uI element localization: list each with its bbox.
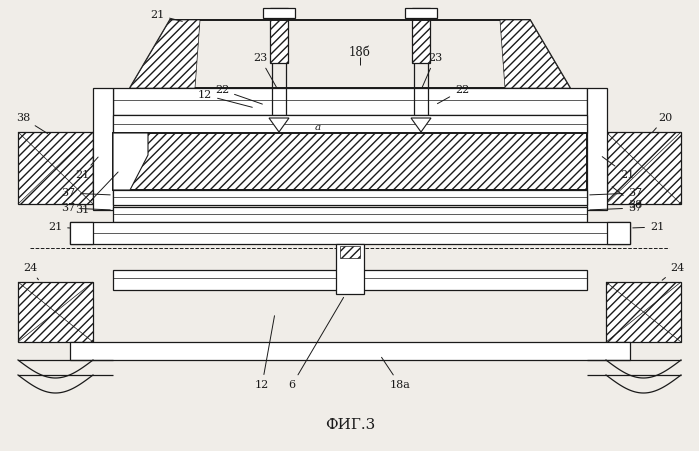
Bar: [606, 282, 681, 342]
Polygon shape: [269, 118, 289, 132]
Bar: [587, 148, 607, 190]
Bar: [587, 88, 607, 210]
Text: 24: 24: [23, 263, 38, 280]
Bar: [18, 132, 93, 204]
Bar: [263, 8, 295, 18]
Bar: [93, 88, 113, 210]
Bar: [70, 342, 630, 360]
Polygon shape: [130, 20, 200, 88]
Text: 22: 22: [438, 85, 469, 104]
Bar: [70, 222, 93, 244]
Text: 38: 38: [612, 187, 642, 210]
Bar: [70, 222, 630, 244]
Text: 12: 12: [255, 316, 275, 390]
Text: 38: 38: [16, 113, 48, 133]
Text: ФИГ.3: ФИГ.3: [325, 418, 375, 432]
Bar: [113, 190, 587, 205]
Bar: [113, 88, 587, 115]
Text: 37: 37: [590, 188, 642, 198]
Text: 20: 20: [652, 113, 672, 133]
Text: 6: 6: [289, 297, 344, 390]
Polygon shape: [500, 20, 570, 88]
Bar: [113, 270, 587, 290]
Text: 21: 21: [48, 222, 70, 232]
Text: 37: 37: [61, 203, 110, 213]
Bar: [405, 8, 437, 18]
Text: 23: 23: [422, 53, 442, 87]
Text: а: а: [315, 124, 321, 133]
Bar: [607, 222, 630, 244]
Text: 37: 37: [590, 203, 642, 213]
Bar: [336, 244, 364, 294]
Bar: [113, 133, 587, 190]
Text: 21: 21: [150, 10, 182, 21]
Text: 23: 23: [253, 53, 277, 87]
Text: 21: 21: [603, 156, 634, 180]
Bar: [412, 8, 430, 63]
Bar: [93, 148, 113, 190]
Text: 21: 21: [75, 157, 98, 180]
Bar: [606, 132, 681, 204]
Polygon shape: [113, 133, 148, 190]
Text: 18б: 18б: [349, 46, 371, 59]
Text: 24: 24: [662, 263, 684, 280]
Bar: [113, 207, 587, 222]
Bar: [18, 282, 93, 342]
Text: 18а: 18а: [382, 357, 410, 390]
Bar: [270, 8, 288, 63]
Text: 37: 37: [61, 188, 110, 198]
Text: 12: 12: [198, 90, 252, 107]
Text: 21: 21: [633, 222, 664, 232]
Bar: [113, 115, 587, 133]
Polygon shape: [411, 118, 431, 132]
Text: 22: 22: [215, 85, 262, 104]
Bar: [340, 246, 360, 258]
Text: 31: 31: [75, 172, 118, 215]
